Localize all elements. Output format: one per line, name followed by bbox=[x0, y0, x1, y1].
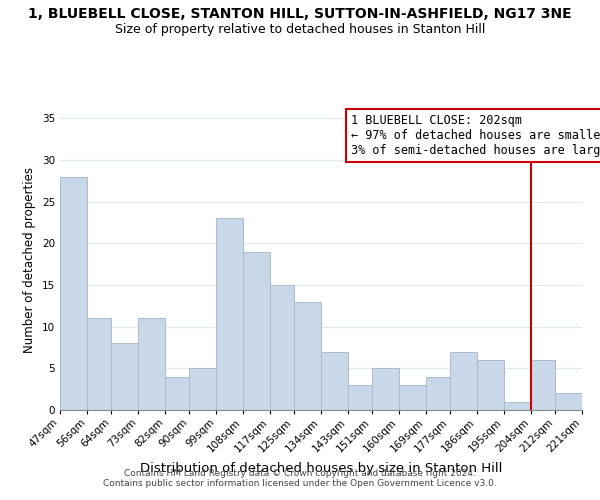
Bar bbox=[189, 368, 216, 410]
Bar bbox=[165, 376, 189, 410]
Bar bbox=[531, 360, 555, 410]
Bar bbox=[348, 385, 372, 410]
Bar bbox=[216, 218, 243, 410]
Bar bbox=[243, 252, 270, 410]
Bar bbox=[60, 176, 87, 410]
Bar bbox=[504, 402, 531, 410]
Bar bbox=[477, 360, 504, 410]
Bar bbox=[399, 385, 426, 410]
Text: Contains HM Land Registry data © Crown copyright and database right 2024.: Contains HM Land Registry data © Crown c… bbox=[124, 468, 476, 477]
X-axis label: Distribution of detached houses by size in Stanton Hill: Distribution of detached houses by size … bbox=[140, 462, 502, 475]
Text: 1, BLUEBELL CLOSE, STANTON HILL, SUTTON-IN-ASHFIELD, NG17 3NE: 1, BLUEBELL CLOSE, STANTON HILL, SUTTON-… bbox=[28, 8, 572, 22]
Bar bbox=[555, 394, 582, 410]
Text: Contains public sector information licensed under the Open Government Licence v3: Contains public sector information licen… bbox=[103, 478, 497, 488]
Bar bbox=[270, 285, 294, 410]
Bar bbox=[426, 376, 450, 410]
Text: Size of property relative to detached houses in Stanton Hill: Size of property relative to detached ho… bbox=[115, 22, 485, 36]
Bar bbox=[372, 368, 399, 410]
Y-axis label: Number of detached properties: Number of detached properties bbox=[23, 167, 37, 353]
Bar bbox=[111, 344, 138, 410]
Bar bbox=[87, 318, 111, 410]
Text: 1 BLUEBELL CLOSE: 202sqm
← 97% of detached houses are smaller (170)
3% of semi-d: 1 BLUEBELL CLOSE: 202sqm ← 97% of detach… bbox=[351, 114, 600, 157]
Bar bbox=[138, 318, 165, 410]
Bar bbox=[450, 352, 477, 410]
Bar bbox=[294, 302, 321, 410]
Bar bbox=[321, 352, 348, 410]
